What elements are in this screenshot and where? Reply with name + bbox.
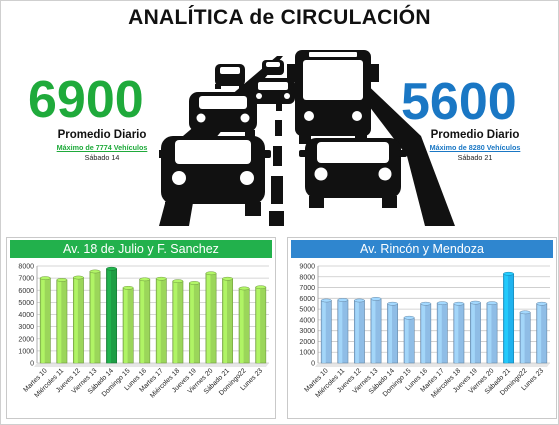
right-max-link[interactable]: Máximo de 8280 Vehículos: [429, 143, 521, 152]
bar-left-9: [188, 281, 200, 364]
left-max-link[interactable]: Máximo de 7774 Vehículos: [56, 143, 148, 152]
chart-panel-right: Av. Rincón y Mendoza 0 1000 2000 3000 4000 50…: [287, 237, 557, 419]
near-car-left-icon: [159, 136, 271, 216]
y-tick-label: 9000: [299, 264, 315, 271]
bar-right-7: [436, 301, 448, 364]
bar-left-0: [39, 276, 51, 364]
bar-left-4: [106, 266, 118, 364]
y-tick-label: 5000: [18, 300, 34, 307]
right-stat-block: Promedio Diario Máximo de 8280 Vehículos…: [405, 129, 545, 162]
right-daily-average-label: Promedio Diario: [430, 129, 520, 141]
left-max-day: Sábado 14: [84, 153, 120, 162]
mid-car-center-icon: [251, 78, 295, 104]
page-title: ANALÍTICA de CIRCULACIÓN: [128, 6, 431, 29]
left-stat-block: Promedio Diario Máximo de 7774 Vehículos…: [32, 129, 172, 162]
y-tick-label: 0: [311, 361, 315, 368]
bar-left-13: [255, 285, 267, 364]
near-car-right-icon: [299, 138, 407, 208]
y-tick-label: 5000: [299, 307, 315, 314]
bar-chart-left: 010002000300040005000600070008000Martes …: [18, 264, 269, 400]
bar-left-8: [172, 279, 184, 364]
y-tick-label: 4000: [18, 312, 34, 319]
mid-car-left-icon: [189, 92, 257, 138]
left-daily-average-value: 6900: [28, 71, 144, 129]
bar-right-10: [486, 301, 498, 364]
left-daily-average-label: Promedio Diario: [57, 129, 147, 141]
y-tick-label: 7000: [18, 276, 34, 283]
bar-left-11: [222, 276, 234, 364]
road-traffic-illustration: [159, 50, 455, 226]
y-tick-label: 1000: [18, 348, 34, 355]
chart-floor: [315, 363, 550, 367]
bar-right-2: [353, 298, 365, 364]
bar-right-11: [503, 271, 515, 364]
bar-left-3: [89, 269, 101, 364]
chart-title-left: Av. 18 de Julio y F. Sanchez: [10, 240, 272, 258]
y-tick-label: 3000: [299, 328, 315, 335]
chart-title-right: Av. Rincón y Mendoza: [291, 240, 553, 258]
bar-left-6: [139, 277, 151, 364]
bar-right-4: [387, 301, 399, 364]
y-tick-label: 3000: [18, 324, 34, 331]
bar-right-8: [453, 301, 465, 364]
y-tick-label: 4000: [299, 317, 315, 324]
right-max-day: Sábado 21: [457, 153, 493, 162]
bar-right-13: [536, 301, 548, 364]
y-tick-label: 0: [30, 361, 34, 368]
bar-left-7: [155, 276, 167, 364]
bus-icon: [287, 50, 379, 144]
y-tick-label: 8000: [299, 274, 315, 281]
bar-right-1: [337, 298, 349, 364]
y-tick-label: 8000: [18, 264, 34, 271]
y-tick-label: 1000: [299, 350, 315, 357]
road-right-edge: [331, 56, 455, 226]
bar-right-5: [403, 315, 415, 364]
bar-left-10: [205, 271, 217, 364]
y-tick-label: 6000: [18, 288, 34, 295]
y-tick-label: 6000: [299, 296, 315, 303]
far-car-left-icon: [215, 64, 245, 89]
far-car-center-icon: [262, 60, 284, 75]
chart-floor: [34, 363, 269, 367]
bar-left-2: [72, 275, 84, 364]
bar-right-0: [320, 298, 332, 364]
y-tick-label: 2000: [18, 336, 34, 343]
y-tick-label: 2000: [299, 339, 315, 346]
road-center-dashes: [269, 62, 284, 226]
bar-chart-right: 0100020003000400050006000700080009000Mar…: [299, 264, 550, 400]
chart-panel-left: Av. 18 de Julio y F. Sanchez 0 1000 2000 30…: [6, 237, 276, 419]
y-tick-label: 7000: [299, 285, 315, 292]
bar-right-9: [469, 300, 481, 364]
bar-left-5: [122, 285, 134, 364]
right-daily-average-value: 5600: [401, 73, 517, 131]
bar-right-3: [370, 297, 382, 364]
bar-left-1: [56, 278, 68, 364]
bar-right-12: [519, 310, 531, 364]
bar-left-12: [238, 286, 250, 364]
bar-right-6: [420, 301, 432, 364]
